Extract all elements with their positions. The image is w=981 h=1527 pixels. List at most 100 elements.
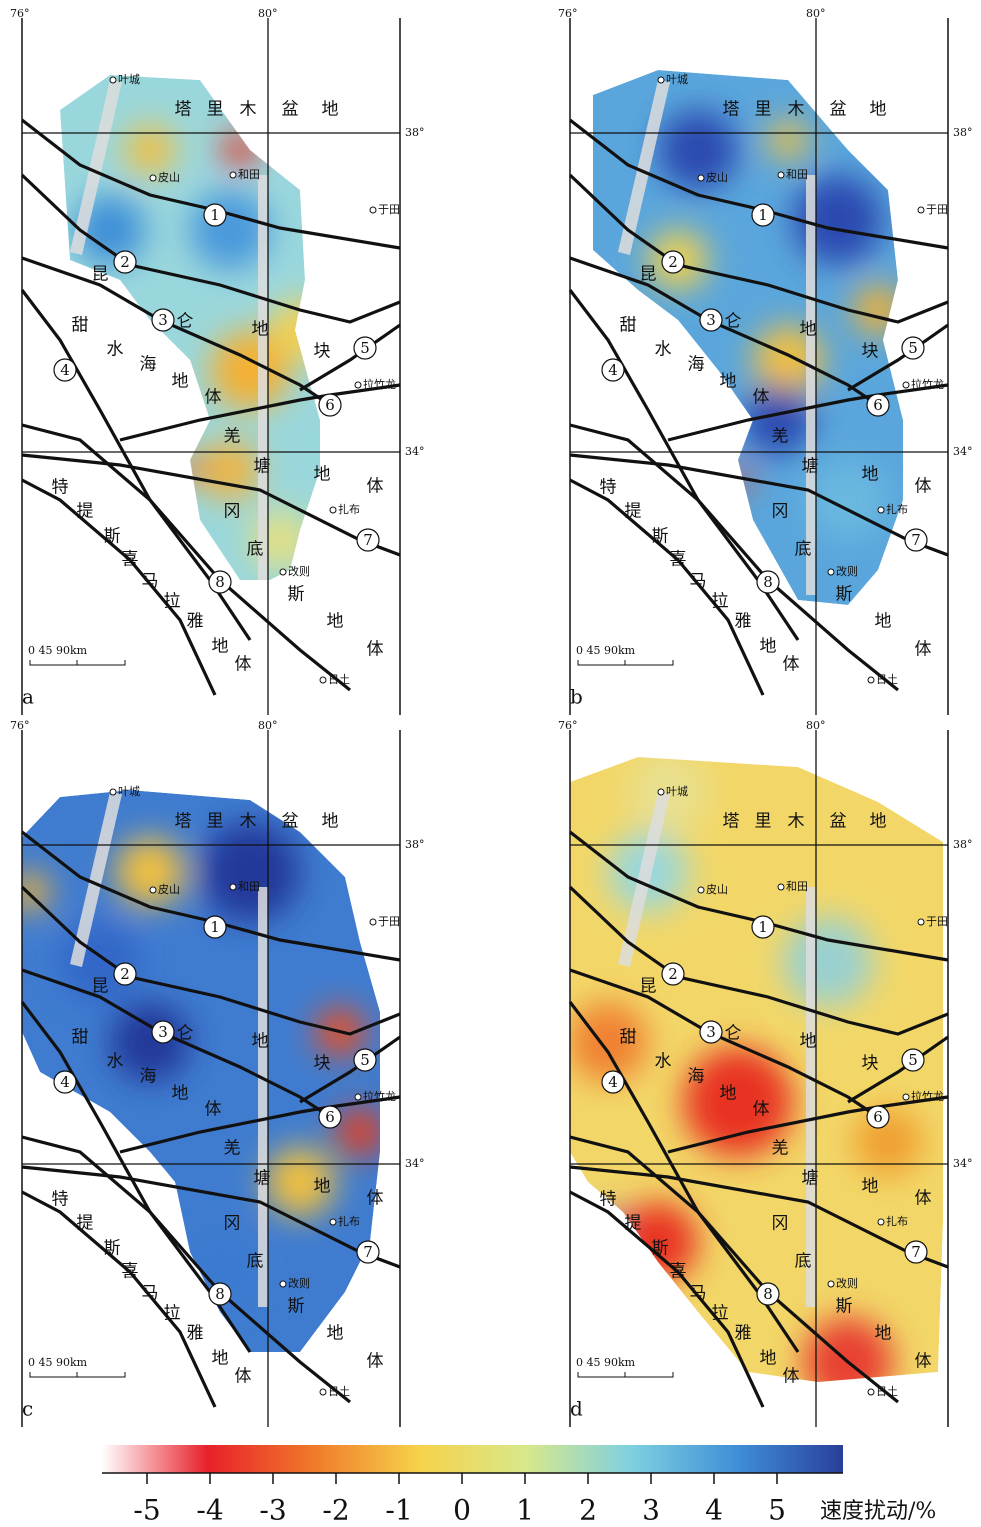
terrane-label: 地: [760, 637, 777, 657]
town-marker: [828, 569, 834, 575]
town-marker: [110, 789, 116, 795]
town-marker: [330, 507, 336, 513]
town-marker: [150, 887, 156, 893]
town-label: 日土: [328, 673, 350, 686]
terrane-label: 水: [107, 340, 124, 360]
terrane-label: 马: [142, 1284, 159, 1304]
terrane-label: 地: [800, 1032, 817, 1052]
terrane-label: 水: [655, 340, 672, 360]
lon-label: 80°: [806, 719, 826, 732]
terrane-label: 地: [327, 612, 344, 632]
terrane-label: 拉: [164, 592, 181, 612]
anomaly: [335, 1107, 385, 1157]
town-label: 改则: [836, 564, 858, 578]
terrane-label: 冈: [224, 502, 241, 522]
basin-label: 地: [870, 812, 887, 832]
fault-number: 2: [120, 965, 130, 983]
terrane-label: 水: [655, 1052, 672, 1072]
town-label: 叶城: [118, 785, 140, 798]
fault-number: 1: [210, 206, 220, 224]
terrane-label: 地: [212, 637, 229, 657]
town-label: 改则: [288, 1276, 310, 1290]
terrane-label: 底: [247, 1252, 264, 1272]
terrane-label: 塘: [802, 1169, 819, 1189]
town-marker: [698, 175, 704, 181]
terrane-label: 冈: [772, 502, 789, 522]
fault-number: 6: [325, 396, 335, 414]
town-label: 扎布: [338, 1214, 360, 1228]
terrane-label: 体: [367, 1189, 384, 1209]
fault-number: 3: [706, 1023, 716, 1041]
town-marker: [658, 789, 664, 795]
town-marker: [658, 77, 664, 83]
anomaly: [768, 120, 808, 160]
town-marker: [868, 677, 874, 683]
anomaly: [853, 285, 903, 335]
terrane-label: 雅: [187, 612, 204, 632]
terrane-label: 马: [690, 572, 707, 592]
basin-label: 木: [240, 100, 257, 120]
town-marker: [903, 382, 909, 388]
town-label: 皮山: [706, 883, 728, 896]
town-label: 叶城: [666, 785, 688, 798]
terrane-label: 地: [862, 1177, 879, 1197]
town-label: 皮山: [158, 171, 180, 184]
town-label: 日土: [876, 673, 898, 686]
terrane-label: 水: [107, 1052, 124, 1072]
fault-number: 4: [608, 1073, 618, 1091]
fault-number: 7: [363, 531, 373, 549]
town-marker: [370, 919, 376, 925]
terrane-label: 体: [205, 388, 222, 408]
fault-number: 4: [60, 1073, 70, 1091]
terrane-label: 冈: [224, 1214, 241, 1234]
map-panel: 76°80°38°34°塔里木盆地叶城皮山和田于田拉竹龙扎布改则日土昆仑地块甜水…: [558, 7, 973, 715]
basin-label: 里: [207, 100, 224, 120]
colorbar-label: 速度扰动/%: [820, 1499, 936, 1524]
basin-label: 盆: [830, 812, 847, 832]
terrane-label: 体: [753, 388, 770, 408]
terrane-label: 冈: [772, 1214, 789, 1234]
terrane-label: 地: [862, 465, 879, 485]
terrane-label: 羌: [772, 1139, 789, 1159]
town-marker: [280, 569, 286, 575]
town-marker: [110, 77, 116, 83]
town-marker: [280, 1281, 286, 1287]
basin-label: 塔: [723, 100, 740, 120]
fault-number: 5: [908, 339, 918, 357]
profile-strip: [258, 175, 268, 595]
town-marker: [320, 677, 326, 683]
town-label: 叶城: [118, 73, 140, 86]
terrane-label: 海: [688, 1067, 705, 1087]
terrane-label: 雅: [735, 1324, 752, 1344]
town-marker: [230, 884, 236, 890]
terrane-label: 雅: [187, 1324, 204, 1344]
map-panel: 76°80°38°34°塔里木盆地叶城皮山和田于田拉竹龙扎布改则日土昆仑地块甜水…: [558, 719, 973, 1427]
lat-label: 34°: [953, 1157, 973, 1170]
terrane-label: 仑: [177, 312, 194, 332]
terrane-label: 羌: [224, 1139, 241, 1159]
terrane-label: 斯: [652, 527, 669, 547]
town-label: 日土: [328, 1385, 350, 1398]
terrane-label: 甜: [72, 316, 89, 336]
terrane-label: 底: [795, 540, 812, 560]
basin-label: 地: [322, 100, 339, 120]
fault-number: 5: [908, 1051, 918, 1069]
terrane-label: 斯: [288, 1297, 305, 1317]
terrane-label: 地: [800, 320, 817, 340]
town-label: 于田: [926, 915, 948, 928]
anomaly: [222, 132, 258, 168]
terrane-label: 羌: [224, 427, 241, 447]
terrane-label: 体: [367, 640, 384, 660]
terrane-label: 特: [52, 478, 69, 498]
town-marker: [878, 1219, 884, 1225]
fault-number: 6: [873, 1108, 883, 1126]
terrane-label: 地: [212, 1349, 229, 1369]
lat-label: 38°: [953, 838, 973, 851]
terrane-label: 块: [314, 342, 331, 362]
town-marker: [778, 884, 784, 890]
town-label: 改则: [288, 564, 310, 578]
terrane-label: 提: [77, 1214, 94, 1234]
fault-number: 2: [668, 253, 678, 271]
terrane-label: 拉: [712, 1304, 729, 1324]
lat-label: 38°: [405, 126, 425, 139]
